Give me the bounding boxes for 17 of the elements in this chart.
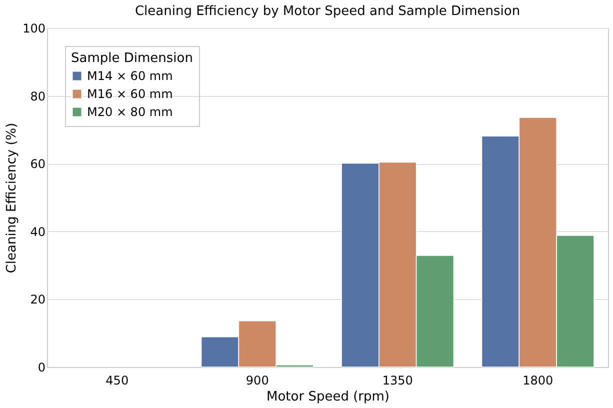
chart-title: Cleaning Efficiency by Motor Speed and Sample Dimension bbox=[134, 4, 520, 19]
x-tick-label: 1800 bbox=[522, 374, 554, 388]
y-tick-label: 40 bbox=[30, 224, 46, 239]
x-tick-label: 1350 bbox=[382, 374, 413, 388]
y-tick-label: 100 bbox=[22, 22, 46, 36]
legend-label: M14 × 60 mm bbox=[87, 69, 173, 83]
y-tick-label: 20 bbox=[30, 292, 46, 307]
y-tick-label: 80 bbox=[30, 89, 46, 104]
legend-label: M16 × 60 mm bbox=[87, 87, 173, 101]
legend-label: M20 × 80 mm bbox=[87, 105, 173, 119]
x-tick-label: 450 bbox=[106, 374, 129, 388]
legend-title: Sample Dimension bbox=[71, 51, 193, 66]
x-tick-label: 900 bbox=[246, 374, 269, 388]
y-axis-title: Cleaning Efficiency (%) bbox=[4, 122, 20, 274]
y-tick-label: 0 bbox=[38, 360, 46, 374]
y-tick-label: 60 bbox=[30, 157, 46, 172]
x-axis-title: Motor Speed (rpm) bbox=[266, 390, 390, 404]
